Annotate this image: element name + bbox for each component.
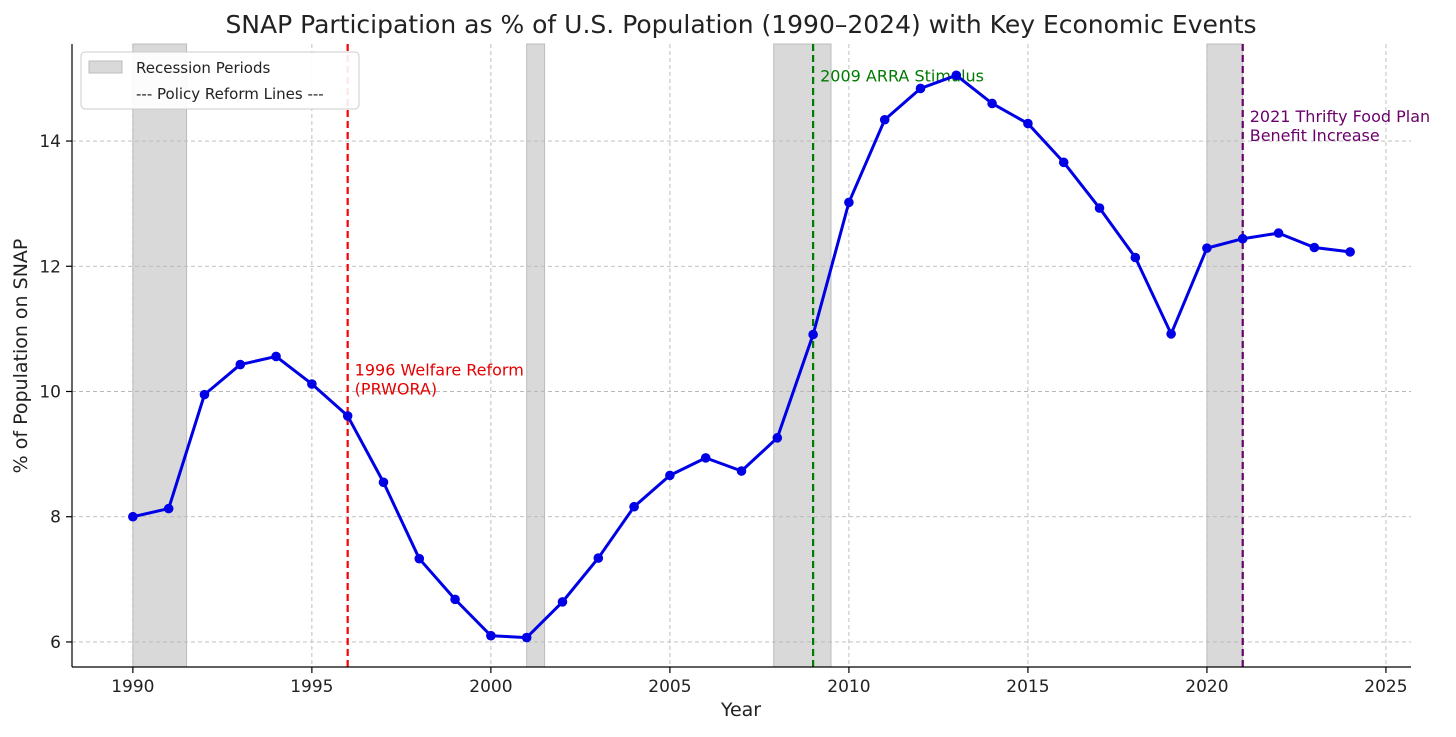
data-point: [879, 114, 890, 125]
data-point: [808, 329, 818, 340]
data-point: [736, 466, 747, 476]
data-point: [486, 630, 496, 641]
data-point: [1023, 118, 1033, 129]
recession-band: [132, 43, 188, 668]
y-axis-label: % of Population on SNAP: [10, 239, 32, 474]
legend-recession-label: Recession Periods: [136, 59, 270, 77]
axes: 1990 1995 2000 2005 2010 2015 2020 2025 6 8 10 12 14: [39, 44, 1411, 697]
legend-policy-label: --- Policy Reform Lines ---: [136, 85, 324, 103]
data-point: [557, 597, 568, 607]
y-tick-label: 12: [39, 257, 61, 277]
data-point: [951, 70, 962, 81]
data-point: [629, 501, 639, 512]
data-point: [271, 351, 281, 362]
x-axis-label: Year: [720, 699, 761, 721]
data-point: [1094, 203, 1105, 213]
data-point: [342, 411, 353, 421]
legend: Recession Periods --- Policy Reform Lines…: [80, 51, 360, 110]
data-point: [1202, 243, 1212, 253]
data-point: [450, 594, 460, 605]
y-tick-label: 14: [39, 132, 61, 152]
x-tick-label: 1995: [290, 677, 333, 697]
data-point: [199, 389, 210, 400]
x-tick-label: 2015: [1006, 677, 1049, 697]
data-point: [915, 83, 926, 94]
data-point: [1130, 252, 1141, 263]
y-tick-label: 8: [50, 508, 61, 528]
x-tick-label: 2025: [1364, 677, 1407, 697]
data-point: [665, 470, 675, 481]
chart-title: SNAP Participation as % of U.S. Populati…: [225, 10, 1256, 39]
data-point: [521, 632, 532, 643]
data-point: [772, 433, 783, 443]
data-point: [593, 553, 604, 563]
data-point: [1309, 242, 1320, 253]
recession-band: [773, 43, 832, 668]
y-tick-label: 10: [39, 383, 61, 403]
data-point: [700, 453, 711, 463]
data-point: [1345, 247, 1355, 257]
data-point: [1166, 329, 1176, 339]
recession-band: [1206, 43, 1244, 668]
data-point: [844, 197, 854, 208]
x-tick-label: 1990: [111, 677, 154, 697]
recession-band: [526, 43, 546, 668]
data-point: [1273, 228, 1284, 238]
data-point: [1237, 233, 1248, 244]
series-group: [128, 70, 1355, 643]
data-point: [235, 359, 246, 370]
legend-box: [80, 51, 360, 110]
data-point: [378, 477, 389, 488]
x-tick-label: 2000: [469, 677, 512, 697]
x-tick-label: 2010: [827, 677, 870, 697]
policy-label: 2021 Thrifty Food Plan: [1250, 107, 1430, 126]
data-point: [128, 511, 138, 522]
data-point: [987, 98, 997, 109]
x-tick-label: 2005: [648, 677, 691, 697]
data-point: [1058, 157, 1069, 168]
recession-shading-group: [132, 43, 1244, 668]
x-tick-label: 2020: [1185, 677, 1228, 697]
policy-label: Benefit Increase: [1250, 126, 1380, 145]
data-point: [163, 503, 174, 514]
legend-recession-swatch: [88, 60, 123, 74]
data-point: [307, 379, 317, 389]
series-line: [132, 73, 1351, 640]
policy-label: (PRWORA): [355, 380, 437, 399]
gridlines: [72, 44, 1411, 667]
policy-label: 1996 Welfare Reform: [355, 361, 524, 380]
y-tick-label: 6: [50, 633, 61, 653]
policy-lines-group: 1996 Welfare Reform(PRWORA)2009 ARRA Sti…: [346, 44, 1430, 667]
data-point: [414, 553, 425, 564]
